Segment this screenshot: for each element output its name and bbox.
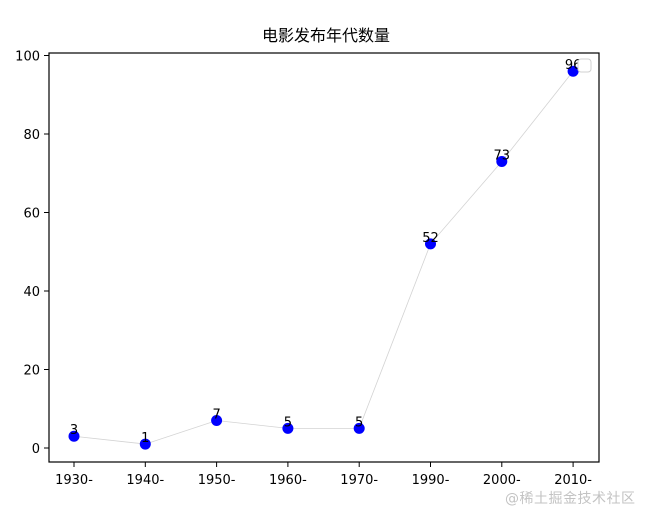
series-line	[73, 70, 574, 445]
x-tick-label: 1940-	[126, 473, 164, 488]
chart-title: 电影发布年代数量	[262, 26, 390, 45]
y-tick-label: 60	[23, 207, 40, 222]
y-tick-label: 0	[32, 442, 40, 457]
x-tick-label: 2010-	[554, 473, 592, 488]
y-tick-label: 80	[23, 128, 40, 143]
data-labels: 3 1 7 5 5 52 73 96	[70, 58, 582, 446]
legend-box	[577, 58, 592, 73]
x-tick-label: 1990-	[412, 473, 450, 488]
data-label: 73	[494, 148, 511, 163]
x-axis: 1930- 1940- 1950- 1960- 1970- 1990- 2000- 2010-	[55, 462, 592, 488]
data-point	[68, 430, 80, 442]
data-point	[139, 438, 151, 450]
data-label: 5	[284, 415, 292, 430]
data-label: 52	[422, 231, 439, 246]
x-tick-label: 1960-	[269, 473, 307, 488]
x-tick-label: 1950-	[198, 473, 236, 488]
data-point	[211, 415, 223, 427]
data-point	[353, 422, 365, 434]
data-point	[282, 422, 294, 434]
data-point	[567, 65, 579, 77]
y-tick-label: 40	[23, 285, 40, 300]
data-label: 1	[141, 431, 149, 446]
y-tick-label: 20	[23, 364, 40, 379]
x-tick-label: 1970-	[340, 473, 378, 488]
data-label: 5	[355, 415, 363, 430]
series-markers	[68, 65, 579, 450]
data-label: 3	[70, 423, 78, 438]
data-point	[496, 155, 508, 167]
watermark: @稀土掘金技术社区	[505, 491, 636, 507]
data-point	[425, 238, 436, 250]
x-tick-label: 2000-	[483, 473, 521, 488]
axes-frame	[48, 52, 600, 463]
y-tick-label: 100	[15, 50, 40, 65]
data-label: 7	[212, 408, 220, 423]
data-label: 96	[565, 58, 582, 73]
x-tick-label: 1930-	[55, 473, 93, 488]
y-axis: 0 20 40 60 80 100	[15, 50, 49, 457]
